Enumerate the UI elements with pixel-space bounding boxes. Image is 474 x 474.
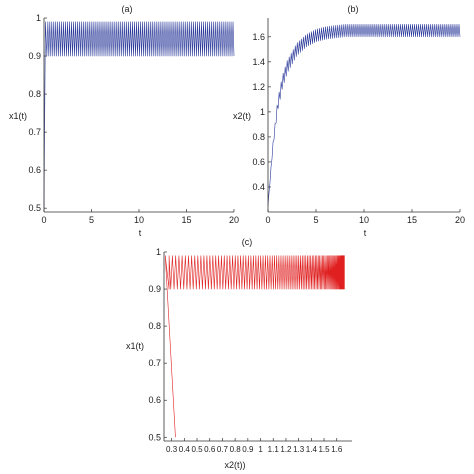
b-series-line — [267, 23, 461, 206]
panel-a-chart: 0 5 10 15 20 0.5 0.6 0.7 0.8 0.9 1 (a) t x1(t) — [9, 4, 239, 238]
panel-c-ylabel: x1(t) — [126, 341, 144, 351]
b-y-tick-label: 1 — [260, 107, 265, 117]
c-x-tick-label: 0.9 — [242, 445, 254, 454]
b-y-tick-label: 0.8 — [252, 132, 265, 142]
c-x-tick-label: 0.4 — [179, 445, 191, 454]
b-x-tick-label: 10 — [359, 215, 369, 225]
c-x-tick-label: 1.5 — [318, 445, 330, 454]
panel-b-label: (b) — [348, 4, 359, 14]
a-y-tick-label: 0.6 — [28, 165, 41, 175]
a-y-tick-label: 0.8 — [28, 89, 41, 99]
b-x-tick-label: 15 — [407, 215, 417, 225]
b-y-tick-label: 1.4 — [252, 57, 265, 67]
b-x-tick-label: 20 — [455, 215, 465, 225]
c-x-tick-label: 1.2 — [280, 445, 292, 454]
c-x-tick-label: 0.6 — [204, 445, 216, 454]
c-y-tick-label: 1 — [156, 247, 161, 257]
c-x-tick-label: 1.3 — [293, 445, 305, 454]
panel-c-chart: 0.3 0.4 0.5 0.6 0.7 0.8 0.9 1 1.1 1.2 1.3 1.4 1.5 1.6… — [126, 237, 352, 470]
panel-a-label: (a) — [122, 4, 133, 14]
c-y-tick-label: 0.7 — [148, 358, 161, 368]
c-y-tick-label: 0.5 — [148, 432, 161, 442]
a-y-tick-label: 0.5 — [28, 203, 41, 213]
c-series-line — [164, 255, 345, 438]
a-x-tick-label: 0 — [41, 215, 46, 225]
a-x-tick-label: 20 — [229, 215, 239, 225]
a-series-line — [43, 21, 235, 209]
b-y-tick-label: 1.6 — [252, 32, 265, 42]
a-x-tick-label: 10 — [134, 215, 144, 225]
panel-b-ylabel: x2(t) — [233, 111, 251, 121]
c-x-tick-label: 1.4 — [306, 445, 318, 454]
panel-c-xlabel: x2(t)) — [225, 460, 246, 470]
panel-b-chart: 0 5 10 15 20 0.4 0.6 0.8 1 1.2 1.4 1.6 (b) t x2(t) — [233, 4, 465, 238]
c-x-tick-label: 1 — [258, 445, 263, 454]
a-y-tick-label: 0.9 — [28, 51, 41, 61]
c-x-tick-label: 1.6 — [331, 445, 343, 454]
c-x-tick-label: 0.5 — [191, 445, 203, 454]
a-x-tick-label: 5 — [89, 215, 94, 225]
panel-a-xlabel: t — [139, 228, 142, 238]
a-y-tick-label: 0.7 — [28, 127, 41, 137]
a-y-tick-label: 1 — [36, 13, 41, 23]
b-y-tick-label: 0.6 — [252, 157, 265, 167]
panel-b-xlabel: t — [364, 228, 367, 238]
b-y-tick-label: 0.4 — [252, 182, 265, 192]
panel-c-label: (c) — [242, 237, 253, 247]
b-x-tick-label: 5 — [313, 215, 318, 225]
c-y-tick-label: 0.6 — [148, 395, 161, 405]
a-x-tick-label: 15 — [181, 215, 191, 225]
c-x-tick-label: 0.8 — [230, 445, 242, 454]
c-x-tick-label: 0.3 — [166, 445, 178, 454]
b-y-tick-label: 1.2 — [252, 82, 265, 92]
c-y-tick-label: 0.9 — [148, 284, 161, 294]
b-x-tick-label: 0 — [265, 215, 270, 225]
c-x-tick-label: 1.1 — [268, 445, 280, 454]
c-y-tick-label: 0.8 — [148, 321, 161, 331]
panel-a-ylabel: x1(t) — [9, 111, 27, 121]
c-x-tick-label: 0.7 — [217, 445, 229, 454]
